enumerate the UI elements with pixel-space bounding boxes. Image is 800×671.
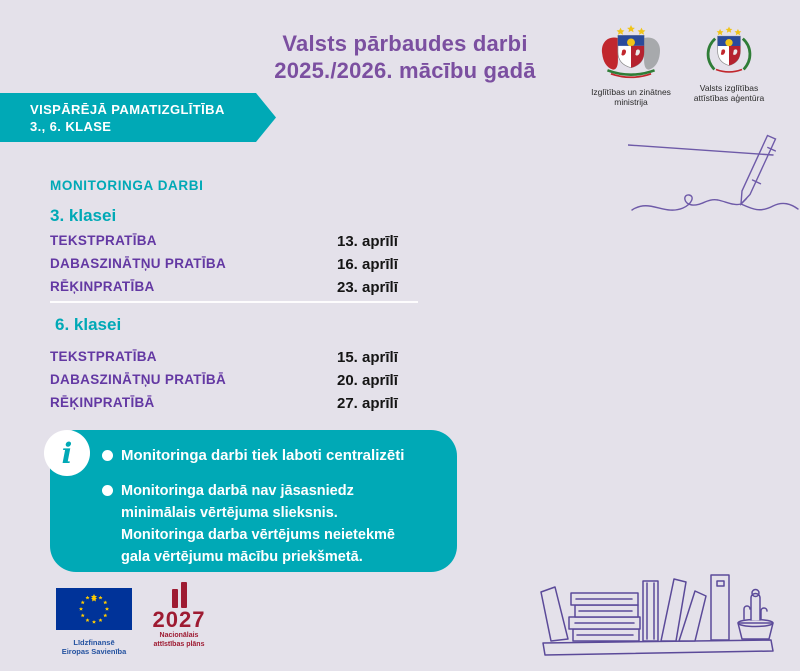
agency-coat-of-arms-icon bbox=[706, 26, 752, 73]
banner-line2: 3., 6. KLASE bbox=[30, 119, 112, 134]
date-value: 15. aprīlī bbox=[337, 349, 398, 366]
date-value: 13. aprīlī bbox=[337, 233, 398, 250]
date-value: 23. aprīlī bbox=[337, 279, 398, 296]
info-bullet-1-text: Monitoringa darbi tiek laboti centralizē… bbox=[121, 447, 405, 464]
schedule-row: TEKSTPRATĪBA 15. aprīlī bbox=[50, 347, 420, 370]
page-title: Valsts pārbaudes darbi 2025./2026. mācīb… bbox=[230, 30, 580, 84]
agency-logo-caption: Valsts izglītības attīstības aģentūra bbox=[684, 83, 774, 103]
agency-name-line2: attīstības aģentūra bbox=[693, 93, 765, 103]
pen-illustration bbox=[628, 134, 799, 211]
bullet-dot-icon bbox=[102, 485, 113, 496]
eu-caption-line1: Līdzfinansē bbox=[73, 638, 115, 647]
info-bullet-1: Monitoringa darbi tiek laboti centralizē… bbox=[102, 445, 451, 467]
grade6-rows: TEKSTPRATĪBA 15. aprīlī DABASZINĀTŅU PRA… bbox=[50, 347, 420, 416]
ministry-logo-caption: Izglītības un zinātnes ministrija bbox=[583, 87, 679, 107]
schedule-row: TEKSTPRATĪBA 13. aprīlī bbox=[50, 231, 420, 254]
info-box: i Monitoringa darbi tiek laboti centrali… bbox=[44, 430, 457, 572]
ministry-logo: Izglītības un zinātnes ministrija bbox=[583, 24, 679, 107]
bookshelf-illustration bbox=[540, 574, 774, 656]
subject-label: TEKSTPRATĪBA bbox=[50, 233, 157, 248]
schedule-row: DABASZINĀTŅU PRATĪBĀ 20. aprīlī bbox=[50, 370, 420, 393]
ministry-name-line1: Izglītības un zinātnes bbox=[591, 87, 671, 97]
date-value: 16. aprīlī bbox=[337, 256, 398, 273]
nap-caption-line2: attīstības plāns bbox=[153, 640, 205, 648]
eu-caption-line2: Eiropas Savienība bbox=[61, 647, 127, 656]
nap-caption-line1: Nacionālais bbox=[159, 632, 199, 639]
info-bullet-2: Monitoringa darbā nav jāsasniedz minimāl… bbox=[102, 480, 451, 568]
info-icon: i bbox=[44, 430, 90, 476]
nap-year: 2027 bbox=[152, 607, 206, 632]
subject-label: RĒĶINPRATĪBA bbox=[50, 279, 155, 294]
subject-label: DABASZINĀTŅU PRATĪBĀ bbox=[50, 372, 226, 387]
agency-logo: Valsts izglītības attīstības aģentūra bbox=[684, 24, 774, 103]
subject-label: RĒĶINPRATĪBĀ bbox=[50, 395, 155, 410]
schedule-row: DABASZINĀTŅU PRATĪBA 16. aprīlī bbox=[50, 254, 420, 277]
grade3-rows: TEKSTPRATĪBA 13. aprīlī DABASZINĀTŅU PRA… bbox=[50, 231, 420, 300]
eu-flag-icon bbox=[56, 588, 132, 630]
section-heading: MONITORINGA DARBI bbox=[50, 178, 204, 193]
page-title-line1: Valsts pārbaudes darbi bbox=[282, 31, 528, 56]
ministry-coat-of-arms-icon bbox=[601, 24, 661, 79]
page-title-line2: 2025./2026. mācību gadā bbox=[274, 58, 536, 83]
info-bullet-2-text: Monitoringa darbā nav jāsasniedz minimāl… bbox=[121, 483, 395, 565]
section-divider bbox=[50, 301, 418, 303]
schedule-row: RĒĶINPRATĪBA 23. aprīlī bbox=[50, 277, 420, 300]
eu-cofunding-logo: Līdzfinansē Eiropas Savienība bbox=[55, 588, 133, 656]
ministry-name-line2: ministrija bbox=[614, 97, 648, 107]
eu-caption: Līdzfinansē Eiropas Savienība bbox=[55, 638, 133, 656]
program-banner: VISPĀRĒJĀ PAMATIZGLĪTĪBA 3., 6. KLASE bbox=[0, 93, 276, 142]
subject-label: DABASZINĀTŅU PRATĪBA bbox=[50, 256, 226, 271]
date-value: 20. aprīlī bbox=[337, 372, 398, 389]
grade3-title: 3. klasei bbox=[50, 206, 117, 225]
grade6-title: 6. klasei bbox=[55, 315, 122, 334]
nap-caption: Nacionālais attīstības plāns bbox=[148, 632, 210, 649]
nap-2027-logo: 2027 Nacionālais attīstības plāns bbox=[148, 582, 210, 649]
agency-name-line1: Valsts izglītības bbox=[699, 83, 759, 93]
bullet-dot-icon bbox=[102, 450, 113, 461]
banner-line1: VISPĀRĒJĀ PAMATIZGLĪTĪBA bbox=[30, 102, 225, 117]
schedule-row: RĒĶINPRATĪBĀ 27. aprīlī bbox=[50, 393, 420, 416]
nap-bars-icon bbox=[148, 582, 210, 608]
subject-label: TEKSTPRATĪBA bbox=[50, 349, 157, 364]
date-value: 27. aprīlī bbox=[337, 395, 398, 412]
